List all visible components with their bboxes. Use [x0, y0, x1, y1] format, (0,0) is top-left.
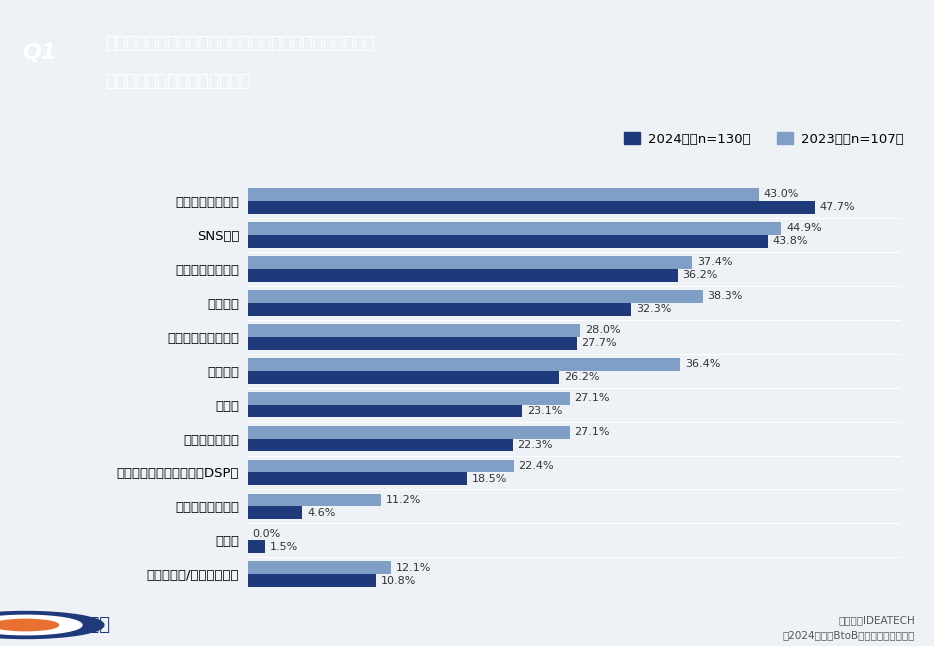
- Text: 32.3%: 32.3%: [636, 304, 672, 314]
- Text: 27.1%: 27.1%: [574, 393, 610, 403]
- Text: 18.5%: 18.5%: [473, 474, 507, 484]
- Circle shape: [0, 615, 82, 635]
- Text: 36.4%: 36.4%: [685, 359, 720, 369]
- Bar: [248, 290, 702, 303]
- Text: 【2024年版】BtoB広告施策の定点調査: 【2024年版】BtoB広告施策の定点調査: [783, 630, 915, 641]
- Text: 47.7%: 47.7%: [819, 202, 855, 213]
- Text: 44.9%: 44.9%: [786, 224, 822, 233]
- Text: 43.0%: 43.0%: [763, 189, 799, 200]
- Text: 23.1%: 23.1%: [527, 406, 562, 416]
- Bar: [248, 222, 781, 234]
- Bar: [248, 269, 678, 282]
- Text: 12.1%: 12.1%: [396, 563, 432, 573]
- Bar: [248, 256, 692, 269]
- Text: 36.2%: 36.2%: [683, 270, 718, 280]
- Text: 1.5%: 1.5%: [270, 542, 298, 552]
- Text: 26.2%: 26.2%: [564, 372, 600, 382]
- Bar: [248, 561, 391, 574]
- Bar: [248, 472, 467, 485]
- Bar: [248, 337, 577, 349]
- Bar: [248, 201, 814, 214]
- Text: Q1: Q1: [22, 43, 57, 63]
- Bar: [248, 404, 522, 417]
- Text: 27.1%: 27.1%: [574, 427, 610, 437]
- Text: 株式会社IDEATECH: 株式会社IDEATECH: [839, 615, 915, 625]
- Text: 27.7%: 27.7%: [582, 338, 617, 348]
- Legend: 2024年（n=130）, 2023年（n=107）: 2024年（n=130）, 2023年（n=107）: [619, 127, 909, 151]
- Text: 11.2%: 11.2%: [386, 495, 421, 505]
- Bar: [248, 574, 375, 587]
- Text: 38.3%: 38.3%: [708, 291, 743, 301]
- Bar: [248, 439, 513, 452]
- Bar: [248, 391, 570, 404]
- Bar: [248, 234, 768, 247]
- Text: 22.4%: 22.4%: [518, 461, 554, 471]
- Bar: [248, 324, 580, 337]
- Bar: [248, 188, 758, 201]
- Text: 4.6%: 4.6%: [307, 508, 335, 518]
- Bar: [248, 358, 680, 371]
- Text: 0.0%: 0.0%: [252, 529, 280, 539]
- Text: 37.4%: 37.4%: [697, 257, 732, 267]
- Bar: [248, 303, 631, 316]
- Text: 22.3%: 22.3%: [517, 440, 553, 450]
- Text: 10.8%: 10.8%: [381, 576, 416, 586]
- Text: 教えてください。（複数回答）: 教えてください。（複数回答）: [105, 72, 250, 90]
- Bar: [248, 371, 559, 384]
- Bar: [248, 426, 570, 439]
- Text: 28.0%: 28.0%: [585, 325, 620, 335]
- Text: リサピー: リサピー: [67, 616, 110, 634]
- Bar: [248, 541, 265, 554]
- Text: 43.8%: 43.8%: [773, 236, 809, 246]
- Circle shape: [0, 612, 104, 638]
- Bar: [248, 459, 514, 472]
- Bar: [248, 506, 303, 519]
- Bar: [248, 494, 381, 506]
- Text: あなたのお勤め先で行っているインターネット広告施策を: あなたのお勤め先で行っているインターネット広告施策を: [105, 34, 375, 52]
- Circle shape: [0, 620, 59, 630]
